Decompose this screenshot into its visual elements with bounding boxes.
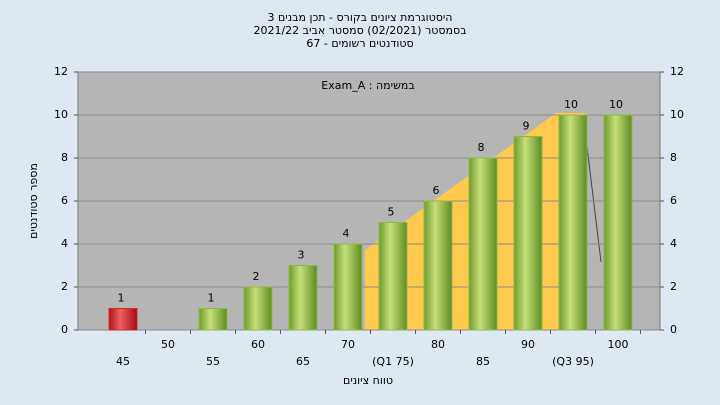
x-tick-label: 65 (296, 355, 310, 368)
bar (423, 200, 453, 331)
data-label: 6 (433, 184, 440, 197)
x-tick-label: 100 (608, 338, 629, 351)
data-label: 9 (523, 120, 530, 133)
x-tick-label: 55 (206, 355, 220, 368)
y-tick-label: 10 (54, 108, 68, 121)
x-tick-label: (Q1 75) (372, 355, 414, 368)
y2-tick-label: 10 (670, 108, 684, 121)
chart-subtitle: סטודנטים רשומים - 67 (306, 37, 413, 50)
y-tick-label: 4 (61, 237, 68, 250)
annotation: במשימה : Exam_A (321, 79, 414, 92)
data-label: 2 (253, 270, 260, 283)
x-tick-label: (Q3 95) (552, 355, 594, 368)
y-tick-label: 12 (54, 65, 68, 78)
data-label: 1 (118, 292, 125, 305)
bar (108, 308, 138, 331)
bar (288, 265, 318, 331)
trend-line (584, 129, 602, 263)
y2-tick-label: 0 (670, 323, 677, 336)
bar (468, 157, 498, 331)
y2-tick-label: 4 (670, 237, 677, 250)
data-label: 8 (478, 141, 485, 154)
bar (513, 136, 543, 331)
y2-tick-label: 2 (670, 280, 677, 293)
y-tick-label: 8 (61, 151, 68, 164)
bar (603, 114, 633, 331)
x-tick-label: 85 (476, 355, 490, 368)
data-label: 10 (564, 98, 578, 111)
data-label: 10 (609, 98, 623, 111)
bar (243, 286, 273, 331)
bar (378, 222, 408, 331)
y-tick-label: 2 (61, 280, 68, 293)
data-label: 5 (388, 206, 395, 219)
x-tick-label: 80 (431, 338, 445, 351)
data-label: 4 (343, 227, 350, 240)
y-tick-label: 6 (61, 194, 68, 207)
x-axis-label: טווח ציונים (343, 374, 393, 387)
x-tick-label: 60 (251, 338, 265, 351)
y-axis-label: מספר סטודנטים (27, 163, 40, 239)
chart-subtitle: בסמסטר (02/2021) סמסטר אביב 2021/22 (253, 24, 466, 37)
bar (198, 308, 228, 331)
data-label: 3 (298, 249, 305, 262)
y2-tick-label: 6 (670, 194, 677, 207)
bar (333, 243, 363, 331)
bar (558, 114, 588, 331)
y-tick-label: 0 (61, 323, 68, 336)
x-tick-label: 45 (116, 355, 130, 368)
chart-title: היסטוגרמת ציונים בקורס - תכן מבנים 3 (268, 11, 453, 24)
data-label: 1 (208, 292, 215, 305)
x-tick-label: 70 (341, 338, 355, 351)
x-tick-label: 90 (521, 338, 535, 351)
y2-tick-label: 12 (670, 65, 684, 78)
y2-tick-label: 8 (670, 151, 677, 164)
x-tick-label: 50 (161, 338, 175, 351)
